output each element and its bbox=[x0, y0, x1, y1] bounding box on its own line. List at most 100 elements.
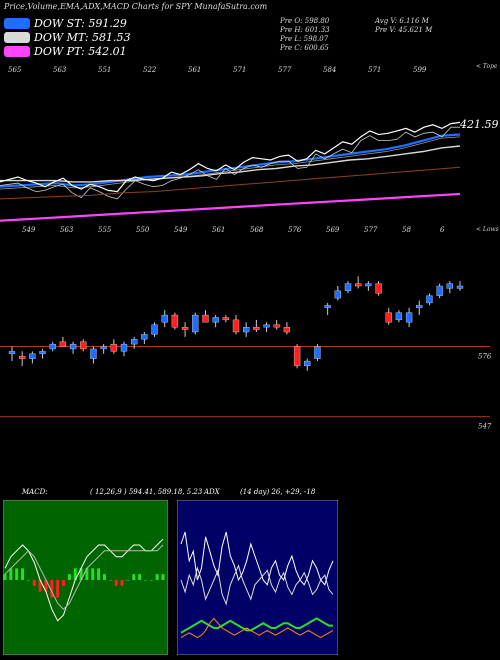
legend-swatch-st bbox=[4, 18, 30, 29]
ema-line-1 bbox=[0, 145, 461, 183]
legend-dow-mt: DOW MT: 581.53 bbox=[4, 31, 131, 44]
candle-body bbox=[273, 324, 280, 328]
top-tick-label: 584 bbox=[323, 66, 336, 74]
legend-label-pt: DOW PT: 542.01 bbox=[34, 45, 127, 58]
candle-body bbox=[304, 360, 311, 367]
top-tick-label: 563 bbox=[53, 66, 67, 74]
macd-histogram-bar bbox=[102, 574, 106, 580]
legend-dow-st: DOW ST: 591.29 bbox=[4, 17, 127, 30]
candle-body bbox=[253, 327, 260, 330]
legend-swatch-mt bbox=[4, 32, 30, 43]
macd-histogram-bar bbox=[138, 574, 142, 580]
candle-body bbox=[29, 353, 36, 359]
top-tick-label: 571 bbox=[233, 66, 246, 74]
adx-values: (14 day) 26, +29, -18 bbox=[240, 488, 316, 496]
candle-body bbox=[355, 283, 362, 287]
candle-body bbox=[243, 327, 250, 333]
legend-label-st: DOW ST: 591.29 bbox=[34, 17, 127, 30]
stat-low: Pre L: 598.07 bbox=[280, 35, 329, 43]
bottom-tick-label: 549 bbox=[22, 226, 36, 234]
macd-histogram-bar bbox=[32, 580, 36, 586]
candle-body bbox=[232, 319, 240, 333]
bottom-tick-label: 6 bbox=[440, 226, 445, 234]
ema-brown-line bbox=[0, 166, 461, 200]
ema-chart: 565 563 551 522 561 571 577 584 571 599 549 563 555 5… bbox=[0, 63, 499, 431]
candle-body bbox=[69, 343, 77, 350]
macd-histogram-bar bbox=[79, 568, 83, 580]
top-tick-label: 565 bbox=[8, 66, 22, 74]
macd-histogram-bar bbox=[126, 580, 130, 581]
last-ema-label: 421.59 bbox=[459, 118, 499, 131]
candle-body bbox=[436, 285, 443, 296]
legend-swatch-pt bbox=[4, 46, 30, 57]
top-tick-label: 599 bbox=[413, 66, 427, 74]
macd-histogram-bar bbox=[3, 574, 7, 580]
candle-body bbox=[19, 356, 26, 359]
candle-body bbox=[8, 351, 16, 354]
top-tick-label: 561 bbox=[188, 66, 201, 74]
page-title: Price,Volume,EMA,ADX,MACD Charts for SPY… bbox=[4, 2, 268, 11]
candle-body bbox=[120, 343, 128, 352]
macd-panel bbox=[3, 500, 168, 655]
candle-body bbox=[59, 341, 67, 347]
candle-body bbox=[181, 327, 189, 330]
candle-body bbox=[49, 343, 56, 350]
ema-st-outline bbox=[0, 134, 461, 188]
stat-prev-volume: Pre V: 45.621 M bbox=[375, 26, 433, 34]
bottom-tick-label: 563 bbox=[60, 226, 74, 234]
candle-body bbox=[100, 346, 107, 350]
top-tick-label: 522 bbox=[143, 66, 157, 74]
candle-body bbox=[171, 314, 179, 328]
bottom-tick-label: 576 bbox=[288, 226, 302, 234]
lows-right-label: < Lows bbox=[476, 226, 499, 233]
macd-histogram-bar bbox=[143, 580, 147, 581]
adx-line-1 bbox=[180, 564, 334, 606]
macd-line-1 bbox=[4, 544, 164, 610]
candle-body bbox=[365, 283, 372, 287]
bottom-tick-label: 569 bbox=[326, 226, 340, 234]
candle-body bbox=[334, 290, 341, 299]
stat-open: Pre O: 598.80 bbox=[280, 17, 330, 25]
adx-line-2 bbox=[180, 617, 333, 634]
macd-histogram-bar bbox=[15, 568, 19, 580]
ema-line-2 bbox=[0, 192, 461, 222]
top-tick-label: 551 bbox=[98, 66, 111, 74]
candle-body bbox=[293, 346, 301, 367]
candle-body bbox=[385, 312, 392, 323]
macd-histogram-bar bbox=[85, 568, 89, 580]
macd-histogram-bar bbox=[62, 580, 66, 586]
candle-body bbox=[141, 334, 148, 340]
adx-panel bbox=[177, 500, 338, 655]
candle-body bbox=[375, 283, 382, 294]
candle-body bbox=[151, 324, 158, 335]
candle-body bbox=[90, 348, 97, 359]
macd-values: ( 12,26,9 ) 594.41, 589.18, 5.23 bbox=[90, 488, 203, 496]
candle-body bbox=[395, 312, 403, 321]
candle-body bbox=[324, 305, 331, 308]
candle-body bbox=[39, 351, 46, 354]
adx-label: ADX bbox=[204, 488, 220, 496]
macd-histogram-bar bbox=[9, 568, 13, 580]
price-band-line bbox=[0, 126, 460, 200]
candle-body bbox=[80, 341, 87, 350]
candle-body bbox=[416, 305, 423, 308]
y-tick-label: 547 bbox=[478, 423, 492, 431]
macd-histogram-bar bbox=[155, 574, 159, 580]
bottom-tick-label: 577 bbox=[364, 226, 378, 234]
top-right-label: < Tope bbox=[476, 63, 498, 70]
top-tick-label: 571 bbox=[368, 66, 381, 74]
macd-histogram-bar bbox=[114, 580, 118, 586]
candle-body bbox=[161, 314, 168, 323]
macd-histogram-bar bbox=[120, 580, 124, 586]
macd-histogram-bar bbox=[73, 568, 77, 580]
bottom-tick-label: 568 bbox=[250, 226, 264, 234]
candle-body bbox=[212, 317, 219, 323]
macd-label: MACD: bbox=[22, 488, 48, 496]
candle-body bbox=[222, 317, 229, 321]
macd-histogram-bar bbox=[56, 580, 60, 598]
candle-body bbox=[405, 312, 413, 323]
macd-histogram-bar bbox=[21, 568, 25, 580]
candle-body bbox=[192, 314, 199, 333]
macd-histogram-bar bbox=[108, 580, 112, 581]
